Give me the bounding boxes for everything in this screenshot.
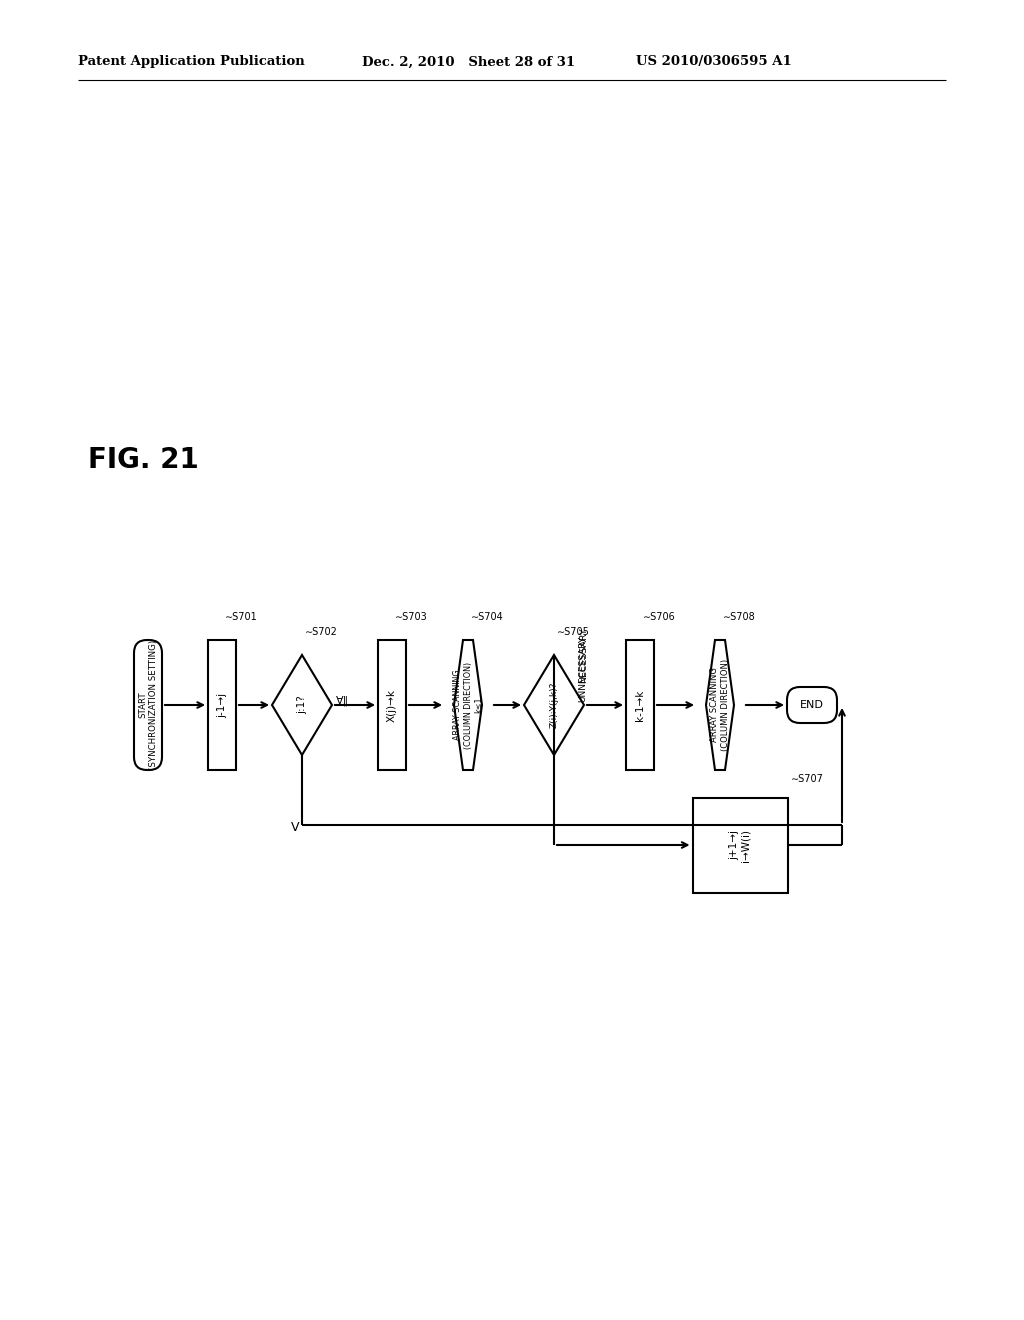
Text: ∼S706: ∼S706 [643, 612, 676, 622]
Text: ∼S702: ∼S702 [305, 627, 338, 638]
FancyBboxPatch shape [787, 686, 837, 723]
Text: ∼S707: ∼S707 [791, 774, 823, 784]
Bar [692, 797, 787, 892]
Text: ∼S704: ∼S704 [471, 612, 504, 622]
Text: ARRAY SCANNING
(COLUMN DIRECTION)
k≤1: ARRAY SCANNING (COLUMN DIRECTION) k≤1 [453, 661, 483, 748]
Text: NECESSARY: NECESSARY [579, 627, 588, 682]
Text: START
(SYNCHRONIZATION SETTING): START (SYNCHRONIZATION SETTING) [138, 640, 158, 770]
Text: Z(i):Y(j,k)?: Z(i):Y(j,k)? [550, 682, 558, 729]
Text: Patent Application Publication: Patent Application Publication [78, 55, 305, 69]
Text: j-1→j: j-1→j [217, 693, 227, 718]
Text: ARRAY SCANNING
(COLUMN DIRECTION): ARRAY SCANNING (COLUMN DIRECTION) [711, 659, 730, 751]
Text: ∼S701: ∼S701 [225, 612, 258, 622]
Text: V: V [291, 821, 299, 834]
Text: FIG. 21: FIG. 21 [88, 446, 199, 474]
Text: ∀‖: ∀‖ [336, 696, 349, 706]
Text: US 2010/0306595 A1: US 2010/0306595 A1 [636, 55, 792, 69]
Polygon shape [272, 655, 332, 755]
Bar [378, 640, 406, 770]
Bar [626, 640, 654, 770]
Text: X(j)→k: X(j)→k [387, 689, 397, 722]
FancyBboxPatch shape [134, 640, 162, 770]
Polygon shape [706, 640, 734, 770]
Text: k-1→k: k-1→k [635, 689, 645, 721]
Text: END: END [800, 700, 824, 710]
Text: j:1?: j:1? [297, 696, 307, 714]
Bar [208, 640, 236, 770]
Text: Dec. 2, 2010   Sheet 28 of 31: Dec. 2, 2010 Sheet 28 of 31 [362, 55, 575, 69]
Text: UNNECESSARY: UNNECESSARY [578, 636, 587, 702]
Text: ∼S708: ∼S708 [723, 612, 756, 622]
Polygon shape [524, 655, 584, 755]
Text: ∼S703: ∼S703 [395, 612, 428, 622]
Text: j+1→j
i→W(i): j+1→j i→W(i) [729, 829, 751, 862]
Polygon shape [454, 640, 482, 770]
Text: ∼S705: ∼S705 [557, 627, 590, 638]
